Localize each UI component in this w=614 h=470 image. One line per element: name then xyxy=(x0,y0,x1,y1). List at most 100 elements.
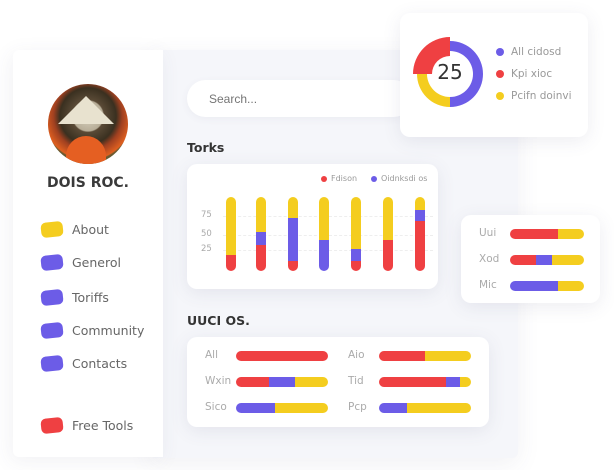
bar-segment xyxy=(535,255,553,265)
donut-chart xyxy=(413,37,483,107)
sidebar-item-free-tools[interactable]: Free Tools xyxy=(40,416,134,435)
bar-segment xyxy=(288,260,298,271)
chart-legend-item: Oidnksdi os xyxy=(371,174,427,183)
chart-title: Torks xyxy=(187,140,225,155)
bar-segment xyxy=(510,281,559,291)
bar-segment xyxy=(415,220,425,271)
bar-segment xyxy=(269,377,295,387)
sidebar-item-contacts[interactable]: Contacts xyxy=(40,354,128,373)
legend-dot-icon xyxy=(496,92,504,100)
bottom-bars-card: All Wxin Sico Aio Tid Pcp xyxy=(187,337,489,427)
donut-legend-item: All cidosd xyxy=(496,46,561,58)
stacked-bar xyxy=(383,197,393,271)
bar-label: Wxin xyxy=(205,375,232,387)
bar-segment xyxy=(406,403,471,413)
bar-segment xyxy=(446,377,460,387)
bar-label: Pcp xyxy=(348,401,367,413)
bar-segment xyxy=(226,197,236,255)
bar-segment xyxy=(288,197,298,219)
blob-icon xyxy=(40,220,64,239)
bar-segment xyxy=(256,231,266,246)
blob-icon xyxy=(40,416,64,435)
horizontal-bar xyxy=(379,403,471,413)
horizontal-bar xyxy=(379,377,471,387)
search-input[interactable] xyxy=(187,80,412,117)
donut-slice xyxy=(450,41,483,107)
avatar[interactable] xyxy=(48,84,128,164)
bar-segment xyxy=(379,403,407,413)
profile-name: DOIS ROC. xyxy=(47,175,129,191)
stacked-bar xyxy=(415,197,425,271)
bar-segment xyxy=(510,229,559,239)
bar-segment xyxy=(510,255,536,265)
sidebar-item-label: Community xyxy=(72,323,145,338)
horizontal-bar xyxy=(379,351,471,361)
section2-title: UUCI OS. xyxy=(187,313,250,328)
bar-segment xyxy=(383,239,393,271)
donut-slice xyxy=(413,37,450,74)
bar-segment xyxy=(256,245,266,271)
bar-segment xyxy=(236,403,275,413)
legend-label: All cidosd xyxy=(511,46,562,58)
side-bars-card: Uui Xod Mic xyxy=(461,215,600,303)
bar-segment xyxy=(558,229,584,239)
y-tick-label: 25 xyxy=(201,243,212,254)
bar-segment xyxy=(351,248,361,261)
blob-icon xyxy=(40,253,64,272)
horizontal-bar xyxy=(510,229,584,239)
bar-segment xyxy=(319,239,329,271)
sidebar-item-label: Free Tools xyxy=(72,418,134,433)
horizontal-bar xyxy=(236,377,328,387)
horizontal-bar xyxy=(236,403,328,413)
bar-label: All xyxy=(205,349,219,361)
horizontal-bar xyxy=(236,351,328,361)
bar-segment xyxy=(415,209,425,221)
legend-label: Oidnksdi os xyxy=(381,174,428,183)
bar-segment xyxy=(351,197,361,249)
bar-segment xyxy=(256,197,266,232)
bar-segment xyxy=(552,255,584,265)
legend-dot-icon xyxy=(321,175,327,182)
bar-label: Tid xyxy=(348,375,364,387)
bar-segment xyxy=(294,377,328,387)
legend-label: Pcifn doinvi xyxy=(511,90,572,102)
bar-label: Uui xyxy=(479,227,497,239)
legend-dot-icon xyxy=(496,70,504,78)
y-tick-label: 50 xyxy=(201,229,212,239)
y-tick-label: 75 xyxy=(201,209,212,220)
sidebar-item-toriffs[interactable]: Toriffs xyxy=(40,288,109,307)
bar-segment xyxy=(379,351,425,361)
legend-label: Kpi xioc xyxy=(511,68,553,80)
bar-segment xyxy=(288,218,298,261)
stacked-bar xyxy=(288,197,298,271)
sidebar-item-community[interactable]: Community xyxy=(40,321,145,340)
donut-card: 25 All cidosd Kpi xioc Pcifn doinvi xyxy=(400,13,588,137)
sidebar-item-label: Contacts xyxy=(72,356,128,371)
stacked-bar xyxy=(226,197,236,271)
bar-segment xyxy=(319,197,329,240)
bar-segment xyxy=(383,197,393,240)
bar-segment xyxy=(415,197,425,210)
stacked-bar xyxy=(351,197,361,271)
blob-icon xyxy=(40,354,64,373)
legend-dot-icon xyxy=(371,175,377,182)
bar-segment xyxy=(459,377,471,387)
stacked-bar xyxy=(319,197,329,271)
bar-label: Xod xyxy=(479,253,500,265)
bar-segment xyxy=(425,351,471,361)
sidebar: DOIS ROC. About Generol Toriffs Community Co… xyxy=(13,50,163,457)
blob-icon xyxy=(40,321,64,340)
sidebar-item-generol[interactable]: Generol xyxy=(40,253,121,272)
bar-segment xyxy=(558,281,584,291)
sidebar-item-about[interactable]: About xyxy=(40,220,109,239)
horizontal-bar xyxy=(510,281,584,291)
legend-dot-icon xyxy=(496,48,504,56)
bar-segment xyxy=(236,351,328,361)
sidebar-item-label: Generol xyxy=(72,255,121,270)
legend-label: Fdison xyxy=(331,174,358,183)
bar-segment xyxy=(379,377,447,387)
chart-legend-item: Fdison xyxy=(321,174,357,183)
stacked-bar xyxy=(256,197,266,271)
bar-segment xyxy=(274,403,328,413)
sidebar-item-label: About xyxy=(72,222,109,237)
